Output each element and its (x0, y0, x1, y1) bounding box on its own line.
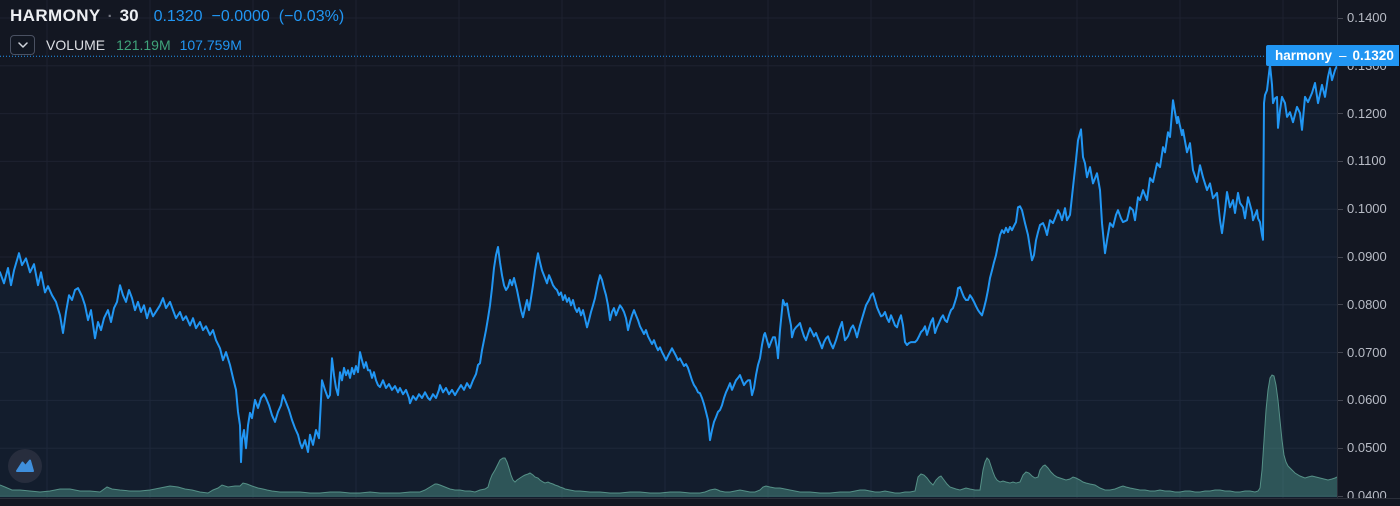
symbol-legend-row[interactable]: HARMONY · 30 0.1320 −0.0000 (−0.03%) (10, 6, 344, 28)
grid (0, 0, 1337, 498)
series-name-tag: harmony (1275, 48, 1333, 63)
volume-value-secondary: 107.759M (179, 37, 242, 53)
price-line-fill (0, 64, 1337, 499)
axis-tick-mark (1338, 447, 1343, 449)
axis-price-label: 0.1200 (1347, 105, 1387, 121)
volume-value-primary: 121.19M (116, 37, 171, 53)
axis-price-label: 0.0700 (1347, 344, 1387, 360)
interval-value[interactable]: 30 (119, 6, 139, 25)
axis-tick-mark (1338, 17, 1343, 19)
chart-legend: HARMONY · 30 0.1320 −0.0000 (−0.03%) VOL… (10, 6, 344, 56)
axis-tick-mark (1338, 160, 1343, 162)
pane-divider (0, 498, 1400, 499)
volume-legend-row: VOLUME 121.19M 107.759M (10, 34, 344, 56)
axis-tick-mark (1338, 304, 1343, 306)
label-dash: – (1339, 48, 1347, 63)
axis-tick-mark (1338, 399, 1343, 401)
quote-values: 0.1320 −0.0000 (−0.03%) (154, 8, 345, 26)
price-axis[interactable]: 0.14000.13000.12000.11000.10000.09000.08… (1337, 0, 1400, 503)
chevron-down-icon (17, 42, 28, 48)
price-change: −0.0000 (211, 8, 270, 25)
current-price-value: 0.1320 (1352, 48, 1394, 63)
chart-mountain-icon (14, 455, 36, 477)
axis-price-label: 0.0900 (1347, 249, 1387, 264)
price-line (0, 63, 1338, 464)
axis-tick-mark (1338, 352, 1343, 354)
axis-price-label: 0.0800 (1347, 296, 1387, 312)
price-change-percent: (−0.03%) (278, 8, 345, 25)
axis-tick-mark (1338, 208, 1343, 210)
axis-price-label: 0.1000 (1347, 201, 1387, 217)
axis-tick-mark (1338, 113, 1343, 115)
axis-price-label: 0.0500 (1347, 440, 1387, 456)
indicator-name[interactable]: VOLUME (46, 37, 106, 53)
watermark-logo (8, 449, 42, 483)
axis-tick-mark (1338, 495, 1343, 497)
time-axis[interactable] (0, 499, 1400, 506)
last-price: 0.1320 (153, 8, 203, 25)
axis-price-label: 0.1100 (1347, 153, 1386, 169)
collapse-indicator-button[interactable] (10, 35, 35, 55)
current-price-label: harmony – 0.1320 (1266, 45, 1399, 66)
axis-tick-mark (1338, 256, 1343, 258)
axis-price-label: 0.0600 (1347, 392, 1387, 408)
axis-price-label: 0.1400 (1347, 10, 1387, 25)
volume-area-edge (0, 374, 1338, 494)
symbol-name[interactable]: HARMONY (10, 6, 101, 25)
legend-separator: · (107, 8, 113, 25)
